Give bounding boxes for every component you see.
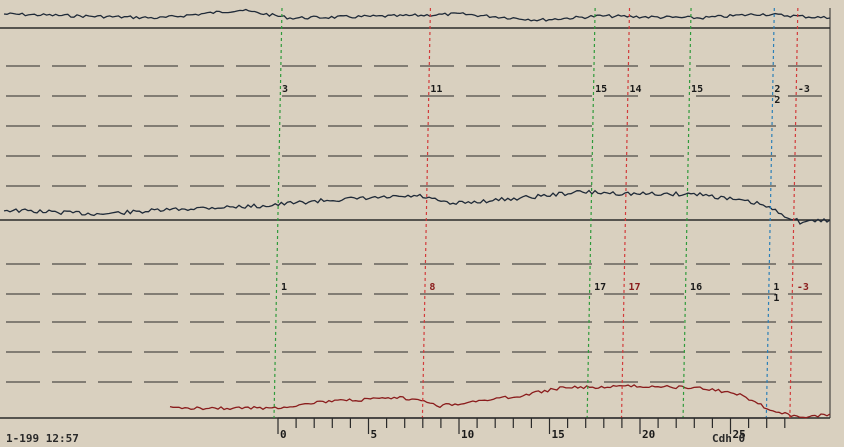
marker-lower-label: -3 [797, 282, 809, 293]
marker-upper-label: 15 [691, 84, 703, 95]
marker-upper-label: -3 [798, 84, 810, 95]
marker-line [620, 7, 631, 419]
marker-lower-label: 17 [594, 282, 606, 293]
traces [3, 8, 831, 419]
time-axis: 0 5 10 15 20 25 [277, 417, 786, 441]
marker-upper-label: 3 [282, 84, 288, 95]
dashed-gridlines [6, 65, 828, 383]
lower-trace [169, 384, 831, 419]
marker-line [421, 7, 432, 419]
axis-tick-label: 20 [642, 428, 655, 441]
marker-lower-label: 16 [690, 282, 702, 293]
marker-upper-label: 14 [630, 84, 642, 95]
marker-line [765, 7, 775, 419]
top-trace [3, 8, 831, 22]
marker-lower-label: 1 [773, 282, 779, 293]
axis-tick-label: 15 [552, 428, 565, 441]
marker-lower-label: 17 [629, 282, 641, 293]
marker-lower-label: 8 [429, 282, 435, 293]
marker-line [789, 7, 799, 419]
middle-trace [3, 189, 831, 225]
axis-tick-label: 10 [461, 428, 474, 441]
marker-upper-label: 15 [595, 84, 607, 95]
axis-tick-label: 5 [371, 428, 378, 441]
marker-line [273, 7, 283, 419]
marker-upper-label: 11 [430, 84, 442, 95]
axis-tick-label: 0 [280, 428, 287, 441]
marker-upper-label: 2 [774, 84, 780, 95]
marker-lower-label: 1 [281, 282, 287, 293]
axis-tick-label: 25 [733, 428, 746, 441]
footer-right: Cdh 0 [712, 432, 746, 445]
marker-line [682, 7, 692, 419]
marker-upper-label: 2 [774, 95, 780, 106]
marker-lower-label: 1 [773, 293, 779, 304]
footer-left: 1-199 12:57 [6, 432, 79, 445]
marker-line [586, 7, 596, 419]
